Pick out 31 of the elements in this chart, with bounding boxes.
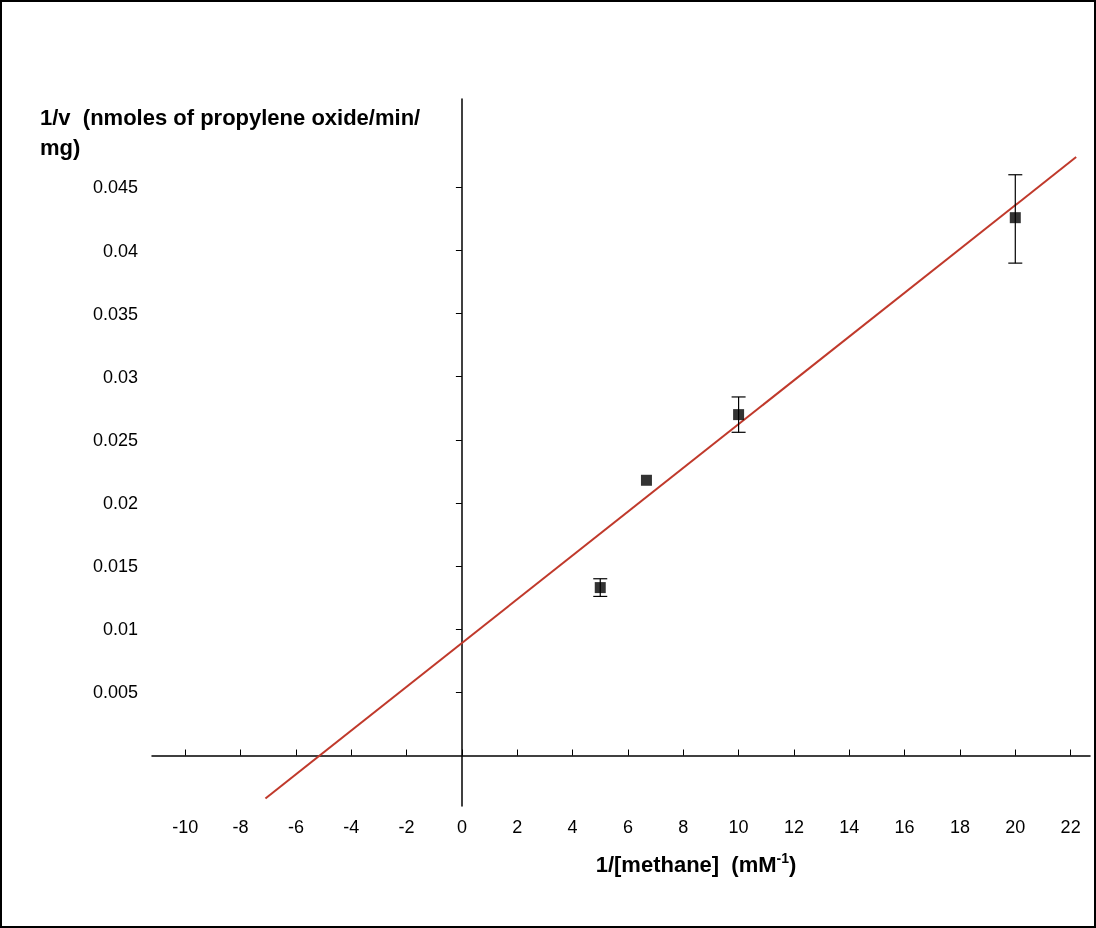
y-tick-label: 0.02: [102, 493, 138, 513]
y-tick-label: 0.045: [92, 177, 138, 198]
x-tick-label: -2: [398, 817, 415, 837]
y-tick-label: 0.03: [102, 366, 138, 387]
x-tick-label: 22: [1060, 817, 1081, 837]
x-tick-label: -10: [172, 817, 199, 837]
x-tick-label: 0: [456, 817, 467, 837]
point: [594, 582, 606, 594]
x-tick-label: 2: [512, 817, 523, 837]
point: [640, 474, 652, 486]
x-tick-label: 20: [1005, 817, 1026, 837]
x-tick-label: 10: [728, 817, 749, 837]
x-tick-label: 12: [783, 817, 804, 837]
y-tick-label: 0.025: [92, 429, 138, 450]
x-tick-label: 16: [894, 817, 915, 837]
x-tick-label: -6: [287, 817, 304, 837]
y-tick-label: 0.005: [92, 682, 138, 703]
y-tick-label: 0.015: [92, 556, 138, 577]
x-tick-label: -4: [343, 817, 360, 837]
y-tick-label: 0.035: [92, 303, 138, 324]
point: [1009, 212, 1021, 224]
x-tick-label: 18: [949, 817, 970, 837]
y-tick-label: 0.04: [102, 240, 138, 261]
x-tick-label: 8: [678, 817, 689, 837]
point: [733, 409, 745, 421]
x-tick-label: -8: [232, 817, 249, 837]
x-tick-label: 4: [567, 817, 578, 837]
y-tick-label: 0.01: [102, 619, 138, 640]
x-tick-label: 6: [622, 817, 633, 837]
y-axis-title: 1/v (nmoles of propylene oxide/min/mg): [40, 104, 421, 160]
x-tick-label: 14: [839, 817, 860, 837]
